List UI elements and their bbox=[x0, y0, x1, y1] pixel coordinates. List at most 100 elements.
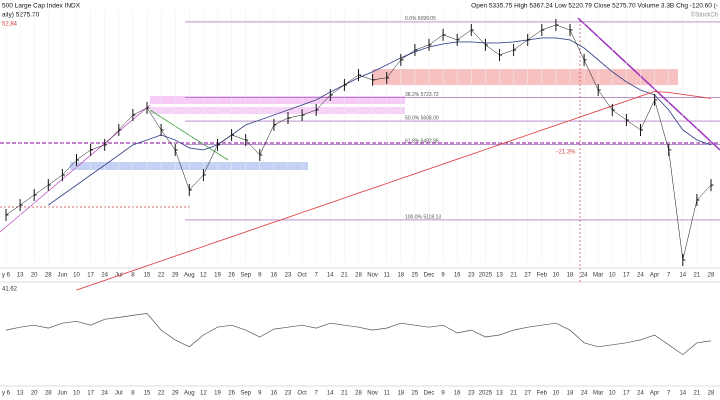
x-tick-label: Jun bbox=[58, 391, 68, 397]
x-tick-label: 20 bbox=[31, 391, 38, 397]
x-tick-label: 19 bbox=[214, 391, 221, 397]
x-tick-label: 10 bbox=[553, 273, 560, 279]
x-tick-label: 21 bbox=[694, 391, 701, 397]
fib-label: 0.0% 6099.05 bbox=[405, 16, 436, 22]
x-tick-label: 28 bbox=[708, 391, 715, 397]
x-tick-label: 22 bbox=[158, 273, 165, 279]
x-tick-label: 17 bbox=[623, 391, 630, 397]
x-tick-label: 24 bbox=[637, 391, 644, 397]
x-tick-label: Sep bbox=[240, 273, 251, 279]
rsi-label: 41.62 bbox=[2, 287, 18, 293]
x-tick-label: 13 bbox=[17, 273, 24, 279]
resistance-zone bbox=[150, 107, 405, 114]
x-tick-label: 13 bbox=[496, 273, 503, 279]
x-tick-label: 24 bbox=[581, 391, 588, 397]
x-tick-label: 28 bbox=[355, 273, 362, 279]
x-tick-label: 9 bbox=[258, 391, 262, 397]
x-tick-label: 14 bbox=[679, 273, 686, 279]
x-tick-label: Dec bbox=[424, 391, 435, 397]
x-tick-label: 18 bbox=[397, 391, 404, 397]
x-tick-label: 29 bbox=[172, 273, 179, 279]
x-tick-label: 10 bbox=[73, 391, 80, 397]
x-tick-label: 21 bbox=[510, 391, 517, 397]
x-tick-label: Dec bbox=[424, 273, 435, 279]
x-tick-label: 28 bbox=[45, 391, 52, 397]
trendline bbox=[0, 104, 151, 233]
change-annotation: -21.3% bbox=[556, 150, 576, 156]
x-tick-label: 9 bbox=[441, 391, 445, 397]
x-tick-label: 16 bbox=[271, 391, 278, 397]
x-tick-label: 21 bbox=[510, 273, 517, 279]
x-tick-label: 28 bbox=[45, 273, 52, 279]
x-tick-label: 18 bbox=[567, 273, 574, 279]
x-tick-label: 22 bbox=[158, 391, 165, 397]
resistance-zone bbox=[150, 96, 405, 104]
x-tick-label: 16 bbox=[454, 273, 461, 279]
x-tick-label: 2025 bbox=[479, 273, 493, 279]
x-tick-label: 29 bbox=[172, 391, 179, 397]
x-tick-label: 12 bbox=[200, 391, 207, 397]
x-tick-label: 15 bbox=[144, 273, 151, 279]
x-tick-label: Nov bbox=[367, 273, 378, 279]
price-line bbox=[5, 24, 712, 261]
x-tick-label: 10 bbox=[609, 273, 616, 279]
price-note: 52.84 bbox=[2, 22, 18, 28]
x-tick-label: Feb bbox=[537, 273, 548, 279]
x-tick-label: 14 bbox=[679, 391, 686, 397]
x-tick-label: 20 bbox=[31, 273, 38, 279]
x-tick-label: 21 bbox=[341, 391, 348, 397]
x-tick-label: 9 bbox=[441, 273, 445, 279]
x-tick-label: 9 bbox=[258, 273, 262, 279]
trendline bbox=[577, 17, 720, 151]
x-tick-label: 25 bbox=[412, 391, 419, 397]
x-tick-label: 13 bbox=[17, 391, 24, 397]
x-tick-label: 23 bbox=[285, 273, 292, 279]
credit: ©StockCh bbox=[691, 12, 718, 19]
x-tick-label: 27 bbox=[524, 273, 531, 279]
x-tick-label: 16 bbox=[271, 273, 278, 279]
x-tick-label: 17 bbox=[87, 273, 94, 279]
price-subtitle: aily) 5275.70 bbox=[2, 12, 40, 19]
moving-average bbox=[48, 37, 712, 206]
rsi-line bbox=[5, 313, 712, 356]
x-tick-label: Aug bbox=[184, 391, 195, 397]
x-tick-label: Jul bbox=[115, 391, 123, 397]
x-tick-label: 23 bbox=[468, 391, 475, 397]
resistance-zone bbox=[372, 69, 678, 85]
moving-average bbox=[76, 90, 712, 291]
x-tick-label: 26 bbox=[228, 391, 235, 397]
x-tick-label: 25 bbox=[412, 273, 419, 279]
support-zone bbox=[70, 162, 308, 170]
x-tick-label: 24 bbox=[101, 391, 108, 397]
x-tick-label: 24 bbox=[101, 273, 108, 279]
x-tick-label: Feb bbox=[537, 391, 548, 397]
x-tick-label: Mar bbox=[593, 273, 603, 279]
x-tick-label: 28 bbox=[708, 273, 715, 279]
x-tick-label: Nov bbox=[367, 391, 378, 397]
x-tick-label: 16 bbox=[454, 391, 461, 397]
x-tick-label: 7 bbox=[667, 273, 671, 279]
x-tick-label: Oct bbox=[297, 391, 307, 397]
x-tick-label: 10 bbox=[73, 273, 80, 279]
fib-label: 61.8% 5492.96 bbox=[405, 139, 439, 145]
x-tick-label: 15 bbox=[144, 391, 151, 397]
x-tick-label: 26 bbox=[228, 273, 235, 279]
x-tick-label: Apr bbox=[650, 273, 659, 279]
x-tick-label: 8 bbox=[131, 391, 135, 397]
x-tick-label: Mar bbox=[593, 391, 603, 397]
x-tick-label: 18 bbox=[567, 391, 574, 397]
x-tick-label: 18 bbox=[397, 273, 404, 279]
x-tick-label: 8 bbox=[131, 273, 135, 279]
x-tick-label: 11 bbox=[384, 391, 391, 397]
x-tick-label: 10 bbox=[553, 391, 560, 397]
x-tick-label: 17 bbox=[87, 391, 94, 397]
x-tick-label: y 6 bbox=[2, 391, 11, 397]
x-tick-label: 14 bbox=[327, 391, 334, 397]
x-tick-label: 28 bbox=[355, 391, 362, 397]
x-tick-label: 12 bbox=[200, 273, 207, 279]
fib-label: 50.0% 5608.00 bbox=[405, 115, 439, 121]
x-tick-label: 23 bbox=[285, 391, 292, 397]
x-tick-label: 7 bbox=[315, 273, 319, 279]
